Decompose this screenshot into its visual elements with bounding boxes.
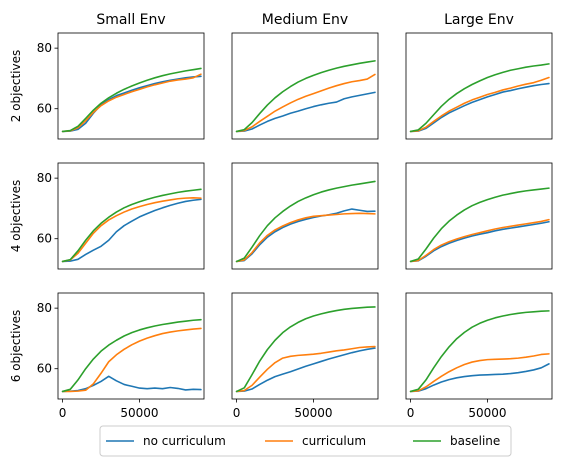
plot-frame [57, 292, 205, 400]
series-line-baseline [61, 318, 202, 393]
series-line-curriculum [61, 327, 202, 393]
panel-6-objectives-medium-env: 0 50000 [231, 292, 379, 420]
x-tick-label: 50000 [294, 406, 332, 420]
row-label-2-objectives: 2 objectives [9, 50, 23, 123]
series-line-curriculum [235, 212, 376, 263]
y-tick-label: 80 [37, 41, 52, 55]
row-labels: 2 objectives 4 objectives 6 objectives [9, 50, 23, 383]
x-tick-label: 50000 [468, 406, 506, 420]
panel-2-objectives-medium-env [231, 32, 379, 140]
panel-6-objectives-small-env: 60 80 0 50000 [37, 292, 205, 420]
plot-frame [231, 32, 379, 140]
series-line-curriculum [235, 345, 376, 393]
y-tick-label: 60 [37, 232, 52, 246]
y-tick-label: 80 [37, 171, 52, 185]
series-line-baseline [235, 60, 376, 133]
series-line-baseline [409, 63, 550, 133]
series-line-curriculum [409, 218, 550, 263]
panel-4-objectives-medium-env [231, 162, 379, 270]
legend-entry-baseline: baseline [413, 434, 500, 448]
row-label-4-objectives: 4 objectives [9, 180, 23, 253]
y-tick-label: 80 [37, 301, 52, 315]
legend-entry-no-curriculum: no curriculum [106, 434, 226, 448]
plot-frame [57, 32, 205, 140]
legend-entry-curriculum: curriculum [265, 434, 366, 448]
series-line-no-curriculum [61, 375, 202, 393]
x-tick-label: 50000 [120, 406, 158, 420]
series-line-no-curriculum [409, 363, 550, 393]
series-line-curriculum [235, 73, 376, 133]
plot-frame [405, 162, 553, 270]
series-line-no-curriculum [61, 198, 202, 263]
plot-frame [57, 162, 205, 270]
column-title-medium-env: Medium Env [262, 12, 348, 28]
plot-frame [231, 292, 379, 400]
plot-frame [405, 292, 553, 400]
series-line-baseline [61, 67, 202, 133]
series-line-no-curriculum [409, 82, 550, 133]
column-title-large-env: Large Env [444, 12, 514, 28]
panel-6-objectives-large-env: 0 50000 [405, 292, 553, 420]
panel-4-objectives-small-env: 60 80 [37, 162, 205, 270]
series-line-baseline [235, 180, 376, 263]
panel-2-objectives-large-env [405, 32, 553, 140]
panels-grid: 60 80 60 80 60 80 0 50000 0 50000 0 50000 [37, 32, 553, 420]
y-tick-label: 60 [37, 362, 52, 376]
series-line-baseline [235, 306, 376, 393]
series-line-no-curriculum [235, 91, 376, 133]
series-line-curriculum [61, 73, 202, 133]
column-titles: Small Env Medium Env Large Env [96, 12, 514, 28]
series-line-baseline [61, 188, 202, 263]
row-label-6-objectives: 6 objectives [9, 310, 23, 383]
series-line-curriculum [409, 353, 550, 393]
panel-4-objectives-large-env [405, 162, 553, 270]
series-line-curriculum [61, 197, 202, 263]
panel-2-objectives-small-env: 60 80 [37, 32, 205, 140]
legend-label: curriculum [302, 434, 366, 448]
series-line-curriculum [409, 76, 550, 133]
column-title-small-env: Small Env [96, 12, 165, 28]
series-line-no-curriculum [61, 75, 202, 133]
plot-frame [405, 32, 553, 140]
y-tick-label: 60 [37, 102, 52, 116]
legend: no curriculum curriculum baseline [99, 425, 512, 457]
x-tick-label: 0 [407, 406, 415, 420]
legend-label: baseline [450, 434, 500, 448]
series-line-no-curriculum [409, 220, 550, 263]
plot-frame [231, 162, 379, 270]
series-line-baseline [409, 310, 550, 393]
series-line-no-curriculum [235, 208, 376, 263]
legend-box [99, 425, 512, 457]
series-line-baseline [409, 187, 550, 263]
series-line-no-curriculum [235, 347, 376, 393]
x-tick-label: 0 [233, 406, 241, 420]
legend-label: no curriculum [143, 434, 226, 448]
x-tick-label: 0 [59, 406, 67, 420]
